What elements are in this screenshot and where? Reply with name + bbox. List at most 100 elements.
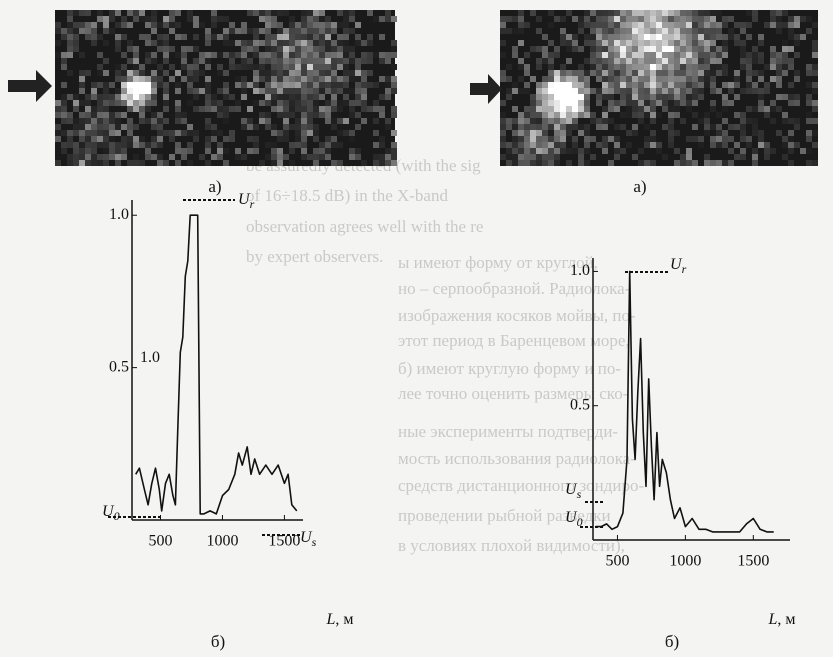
pixel — [542, 130, 548, 136]
pixel — [620, 88, 626, 94]
pixel — [620, 52, 626, 58]
pixel — [734, 112, 740, 118]
pixel — [271, 130, 277, 136]
pixel — [674, 94, 680, 100]
pixel — [295, 40, 301, 46]
pixel — [355, 154, 361, 160]
pixel — [391, 154, 397, 160]
pixel — [193, 22, 199, 28]
pixel — [668, 88, 674, 94]
pixel — [638, 106, 644, 112]
pixel — [115, 154, 121, 160]
pixel — [163, 52, 169, 58]
pixel — [163, 22, 169, 28]
pixel — [548, 100, 554, 106]
pixel — [524, 142, 530, 148]
pixel — [301, 22, 307, 28]
pixel — [157, 64, 163, 70]
pixel — [241, 82, 247, 88]
pixel — [331, 106, 337, 112]
pixel — [85, 28, 91, 34]
pixel — [205, 76, 211, 82]
pixel — [301, 112, 307, 118]
pixel — [337, 52, 343, 58]
pixel — [542, 148, 548, 154]
annotation-sub: r — [682, 262, 687, 276]
pixel — [620, 100, 626, 106]
pixel — [626, 88, 632, 94]
pixel — [151, 136, 157, 142]
pixel — [187, 46, 193, 52]
pixel — [782, 22, 788, 28]
pixel — [103, 112, 109, 118]
pixel — [325, 118, 331, 124]
pixel — [704, 64, 710, 70]
pixel — [500, 112, 506, 118]
pixel — [788, 118, 794, 124]
pixel — [788, 28, 794, 34]
pixel — [578, 88, 584, 94]
pixel — [662, 64, 668, 70]
pixel — [307, 112, 313, 118]
pixel — [133, 10, 139, 16]
pixel — [265, 118, 271, 124]
pixel — [103, 130, 109, 136]
pixel — [668, 46, 674, 52]
pixel — [698, 142, 704, 148]
pixel — [506, 142, 512, 148]
pixel — [139, 16, 145, 22]
pixel — [163, 100, 169, 106]
pixel — [632, 28, 638, 34]
pixel — [361, 100, 367, 106]
pixel — [512, 16, 518, 22]
y-tick-label: 1.0 — [570, 262, 590, 279]
pixel — [355, 22, 361, 28]
pixel — [103, 148, 109, 154]
pixel — [193, 58, 199, 64]
pixel — [554, 130, 560, 136]
pixel — [133, 136, 139, 142]
pixel — [229, 58, 235, 64]
pixel — [632, 46, 638, 52]
pixel — [127, 10, 133, 16]
pixel — [620, 10, 626, 16]
pixel — [247, 40, 253, 46]
pixel — [668, 22, 674, 28]
pixel — [343, 40, 349, 46]
pixel — [391, 130, 397, 136]
pixel — [584, 100, 590, 106]
pixel — [692, 40, 698, 46]
pixel — [331, 124, 337, 130]
pixel — [289, 88, 295, 94]
background-line: средств дистанционного зондиро- — [398, 476, 644, 495]
pixel — [596, 22, 602, 28]
pixel — [596, 34, 602, 40]
pixel — [656, 22, 662, 28]
pixel — [79, 88, 85, 94]
pixel — [349, 52, 355, 58]
pixel — [139, 100, 145, 106]
pixel — [614, 28, 620, 34]
pixel — [812, 88, 818, 94]
pixel — [361, 88, 367, 94]
radar-image — [55, 10, 397, 166]
pixel — [343, 22, 349, 28]
pixel — [698, 94, 704, 100]
pixel — [187, 76, 193, 82]
pixel — [337, 22, 343, 28]
pixel — [500, 124, 506, 130]
pixel — [614, 142, 620, 148]
pixel — [169, 130, 175, 136]
pixel — [391, 112, 397, 118]
pixel — [73, 142, 79, 148]
pixel — [758, 52, 764, 58]
pixel — [361, 160, 367, 166]
pixel — [542, 112, 548, 118]
pixel — [614, 88, 620, 94]
pixel — [644, 46, 650, 52]
pixel — [560, 40, 566, 46]
pixel — [271, 148, 277, 154]
pixel — [349, 16, 355, 22]
pixel — [614, 10, 620, 16]
pixel — [349, 58, 355, 64]
